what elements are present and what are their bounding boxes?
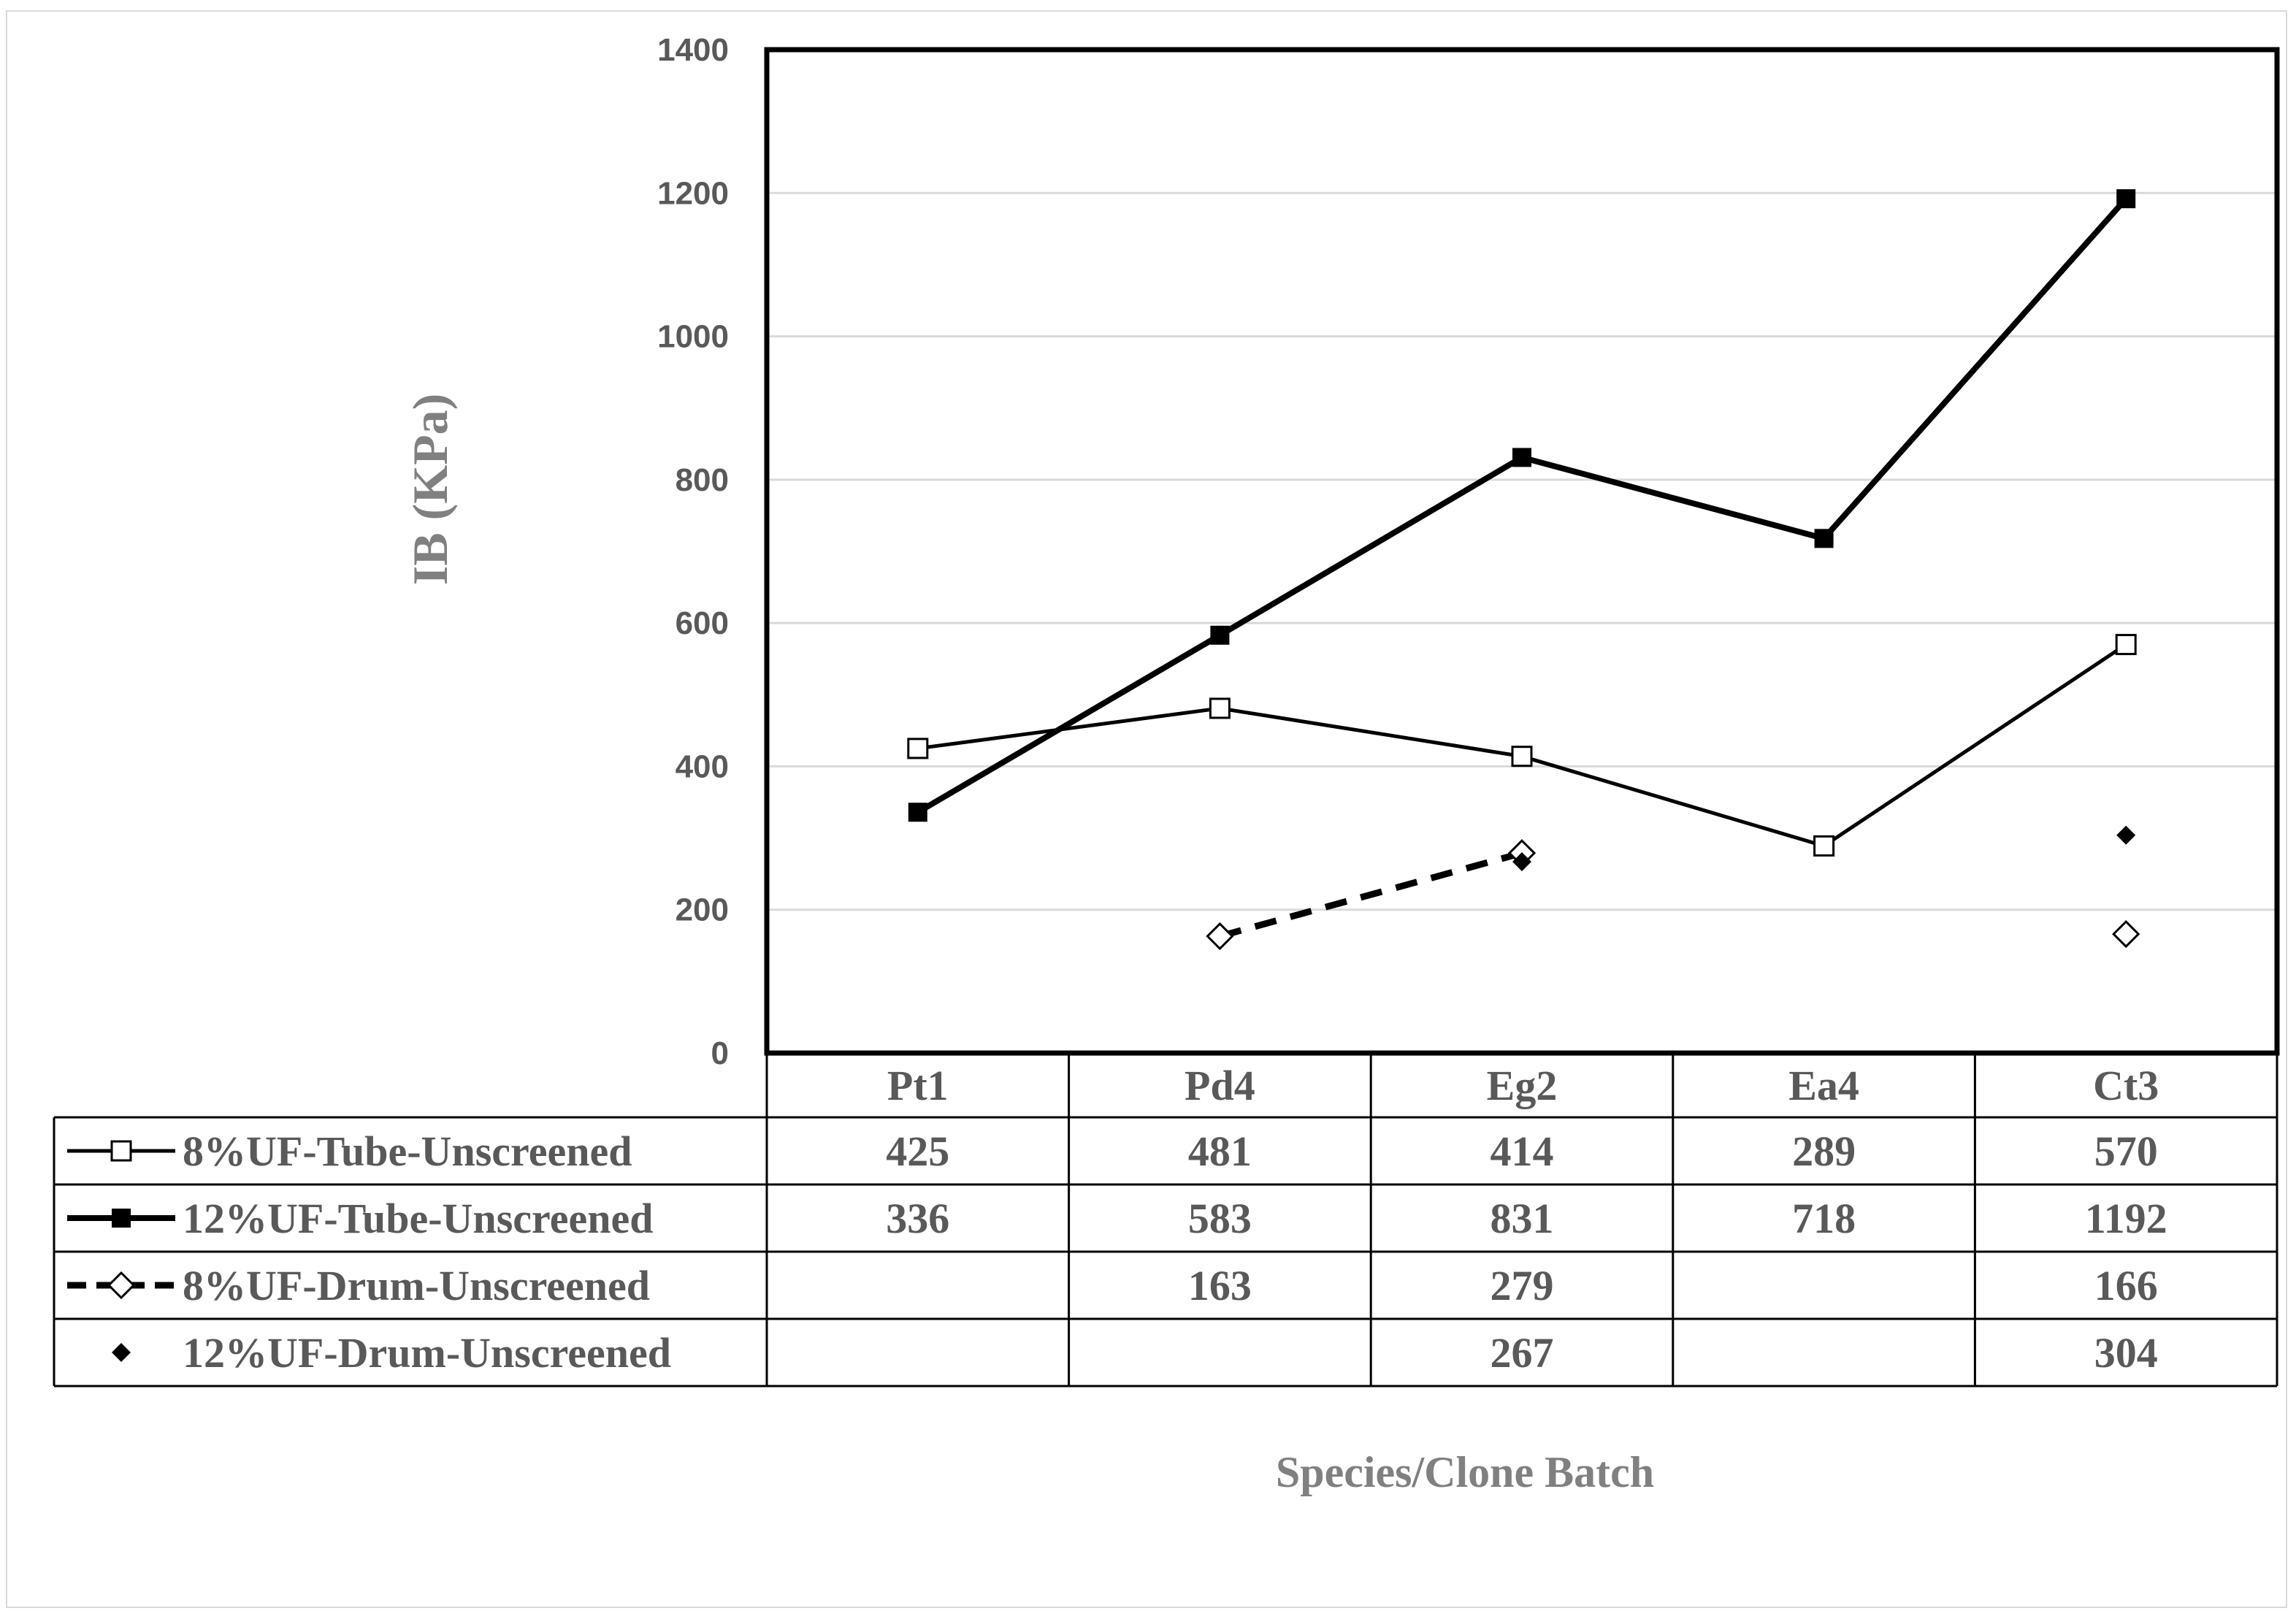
data-point-square-open (1813, 835, 1835, 857)
y-tick-label: 1400 (657, 32, 729, 68)
legend-marker (107, 1271, 136, 1300)
x-axis-title: Species/Clone Batch (1276, 1448, 1654, 1496)
data-label: 166 (2094, 1262, 2158, 1309)
data-label: 1192 (2085, 1195, 2167, 1242)
y-tick-label: 600 (676, 605, 729, 641)
data-label: 425 (886, 1128, 949, 1175)
y-tick-label: 0 (711, 1036, 729, 1071)
data-label: 267 (1491, 1329, 1554, 1377)
series-label: 12%UF-Tube-Unscreened (183, 1195, 653, 1242)
data-label: 163 (1188, 1262, 1252, 1309)
data-point-square-filled (908, 803, 927, 822)
data-point-square-filled (2116, 189, 2136, 209)
data-label: 583 (1188, 1195, 1252, 1242)
data-label: 279 (1491, 1262, 1554, 1309)
legend-marker (110, 1140, 132, 1162)
chart-frame (6, 10, 2287, 1608)
data-point-diamond-open (2112, 919, 2140, 949)
data-label: 831 (1491, 1195, 1554, 1242)
series-label: 8%UF-Drum-Unscreened (183, 1262, 650, 1309)
data-point-diamond-open (1206, 922, 1234, 951)
data-point-square-open (2115, 634, 2137, 656)
y-tick-label: 1200 (657, 175, 729, 211)
series-line (916, 196, 2129, 815)
series-line (1219, 849, 1523, 940)
data-point-square-filled (1512, 448, 1531, 467)
data-label: 304 (2094, 1329, 2158, 1377)
data-label: 481 (1188, 1128, 1252, 1175)
legend-marker (112, 1343, 131, 1362)
data-point-square-open (1209, 697, 1231, 719)
data-label: 718 (1792, 1195, 1856, 1242)
data-point-square-open (1511, 746, 1533, 768)
y-axis-title: IB (KPa) (402, 394, 458, 586)
data-point-square-filled (1210, 625, 1230, 645)
y-tick-label: 200 (676, 892, 729, 928)
y-tick-label: 1000 (657, 319, 729, 355)
data-point-diamond-filled (2116, 825, 2136, 845)
data-point-square-open (907, 738, 929, 759)
plot-area-border (764, 47, 2280, 1056)
data-label: 570 (2094, 1128, 2158, 1175)
x-tick-label: Ct3 (2093, 1062, 2159, 1109)
data-point-diamond-filled (1512, 851, 1531, 871)
data-point-square-filled (1814, 529, 1834, 548)
y-tick-label: 800 (676, 462, 729, 498)
series-label: 8%UF-Tube-Unscreened (183, 1128, 632, 1175)
x-tick-label: Eg2 (1487, 1062, 1558, 1109)
x-tick-label: Ea4 (1788, 1062, 1859, 1109)
series-line (917, 643, 2127, 848)
y-tick-label: 400 (676, 749, 729, 784)
x-tick-label: Pt1 (887, 1062, 949, 1109)
x-tick-label: Pd4 (1185, 1062, 1255, 1109)
data-label: 336 (886, 1195, 949, 1242)
series-label: 12%UF-Drum-Unscreened (183, 1329, 671, 1377)
legend-marker (112, 1209, 131, 1228)
data-label: 414 (1491, 1128, 1554, 1175)
data-label: 289 (1792, 1128, 1856, 1175)
